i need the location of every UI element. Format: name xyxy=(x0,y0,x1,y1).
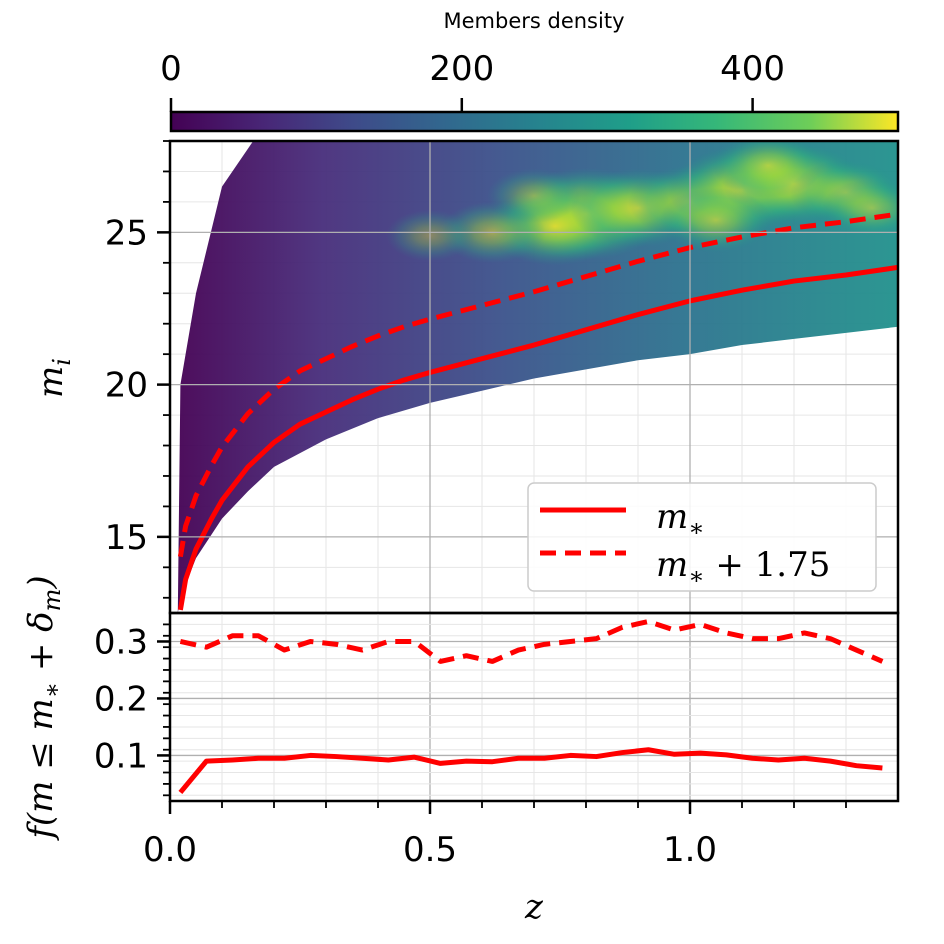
top-y-tick-label: 25 xyxy=(105,213,148,253)
top-y-tick-label: 15 xyxy=(105,518,148,558)
bottom-y-tick-label: 0.1 xyxy=(94,736,148,776)
bottom-panel: 0.1 0.2 0.3 0.0 0.5 1.0 z f(m ≤ m∗ + δm) xyxy=(21,575,900,927)
x-axis-label: z xyxy=(524,887,544,927)
bottom-y-tick-label: 0.3 xyxy=(94,622,148,662)
bottom-y-ticks: 0.1 0.2 0.3 xyxy=(94,622,170,797)
legend-item-mstar-plus: m∗ + 1.75 xyxy=(656,545,830,590)
density-hotspot xyxy=(712,141,824,198)
bottom-series-lines xyxy=(178,619,884,795)
colorbar-title: Members density xyxy=(444,9,625,33)
bottom-grid xyxy=(170,613,898,801)
bottom-series-dashed xyxy=(179,619,884,664)
top-y-axis-label: mi xyxy=(31,358,76,398)
colorbar-tick-label: 200 xyxy=(429,49,494,89)
density-hotspot xyxy=(487,168,581,224)
bottom-y-tick-label: 0.2 xyxy=(94,679,148,719)
density-cloud-shape xyxy=(177,141,898,613)
top-y-ticks: 15 20 25 xyxy=(105,140,170,599)
legend: m∗ m∗ + 1.75 xyxy=(527,482,877,592)
bottom-x-ticks: 0.0 0.5 1.0 xyxy=(143,801,847,870)
colorbar-tick-label: 400 xyxy=(720,49,785,89)
bottom-y-axis-label: f(m ≤ m∗ + δm) xyxy=(21,575,66,841)
density-hotspot xyxy=(822,179,898,237)
colorbar-ticks: 0 200 400 xyxy=(160,49,785,112)
colorbar-gradient xyxy=(169,110,900,133)
density-hotspot xyxy=(660,187,772,253)
x-tick-label: 1.0 xyxy=(663,830,717,870)
top-panel: 15 20 25 mi m∗ m∗ + 1.75 xyxy=(31,139,900,615)
colorbar: Members density 0 200 400 xyxy=(160,9,900,133)
colorbar-tick-label: 0 xyxy=(160,49,182,89)
top-y-tick-label: 20 xyxy=(105,366,148,406)
x-tick-label: 0.0 xyxy=(143,830,197,870)
x-tick-label: 0.5 xyxy=(403,830,457,870)
series-line-mstar-plus xyxy=(177,211,898,558)
legend-item-mstar: m∗ xyxy=(656,497,705,542)
bottom-series-solid xyxy=(178,747,883,795)
